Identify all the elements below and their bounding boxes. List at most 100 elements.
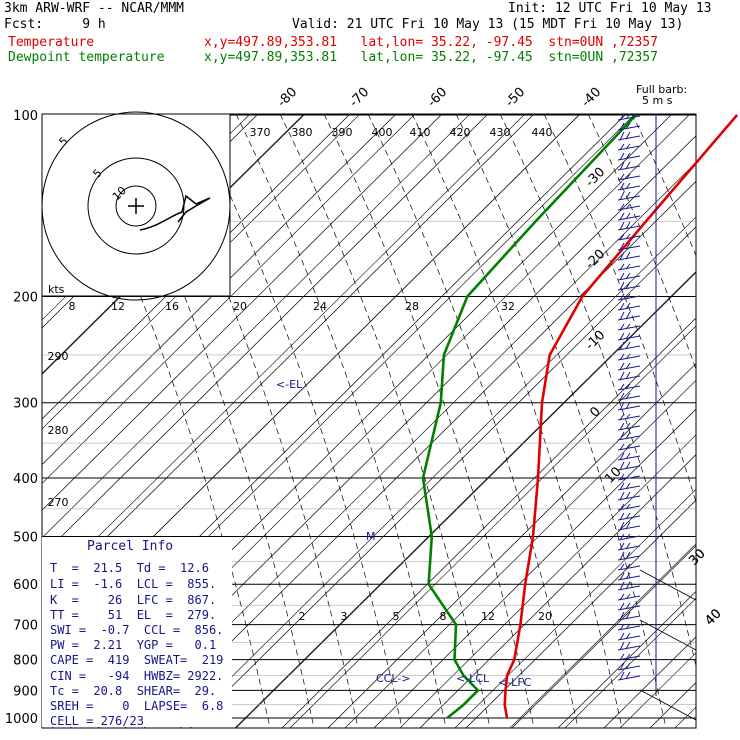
wind-barb-shaft bbox=[617, 185, 641, 191]
wind-barb-shaft bbox=[617, 645, 641, 651]
wind-barb-flag bbox=[625, 203, 631, 210]
wind-barb bbox=[617, 542, 641, 551]
wind-barb-flag bbox=[625, 371, 631, 380]
theta-label: 400 bbox=[372, 126, 393, 139]
isotherm-line bbox=[465, 499, 696, 728]
wind-barb-flag bbox=[619, 653, 625, 661]
isotherm-line bbox=[327, 363, 696, 728]
wind-barb-flag bbox=[619, 371, 625, 381]
wind-barb-shaft bbox=[617, 525, 641, 531]
wind-barb-shaft bbox=[617, 285, 641, 291]
wind-barb-flag bbox=[619, 152, 625, 161]
wind-barb-shaft bbox=[617, 575, 641, 581]
wind-barb-flag bbox=[619, 581, 625, 591]
wind-barb-flag bbox=[619, 362, 625, 371]
sounding-marker-label: <-LFC bbox=[498, 676, 532, 689]
wind-barb-shaft bbox=[617, 345, 641, 351]
isotherm-label: -10 bbox=[583, 328, 609, 354]
dry-adiabat-line bbox=[179, 216, 696, 728]
moist-adiabat-line bbox=[103, 114, 315, 728]
dry-adiabat-line bbox=[234, 271, 696, 728]
wind-barb-shaft bbox=[617, 265, 641, 271]
wind-barb-shaft bbox=[617, 295, 641, 301]
isotherm-label: -40 bbox=[579, 85, 605, 111]
theta-label: 290 bbox=[48, 350, 69, 363]
wind-barb-flag bbox=[619, 401, 625, 411]
wind-barb-flag bbox=[625, 551, 631, 560]
hodograph-speed-tick: 8 bbox=[69, 300, 76, 313]
wind-barb-shaft bbox=[617, 605, 641, 611]
wind-barb-flag bbox=[619, 143, 625, 151]
wind-barb-flag bbox=[619, 533, 625, 541]
wind-barb bbox=[617, 161, 641, 171]
wind-barb-flag bbox=[625, 302, 631, 310]
wind-barb-flag bbox=[625, 251, 631, 260]
wind-barb-flag bbox=[619, 623, 625, 631]
wind-barb-flag bbox=[619, 491, 625, 501]
wind-barb-flag bbox=[625, 311, 631, 320]
wind-barb-shaft bbox=[617, 585, 641, 591]
wind-barb-flag bbox=[619, 293, 625, 301]
hodograph-trace bbox=[139, 194, 211, 231]
moist-adiabat-line bbox=[587, 114, 696, 371]
dry-adiabat-line bbox=[0, 114, 30, 728]
wind-barb bbox=[617, 341, 641, 351]
wind-barb-flag bbox=[619, 191, 625, 201]
wind-barb bbox=[617, 251, 641, 261]
isotherm-line bbox=[695, 727, 696, 728]
dry-adiabat-line bbox=[730, 114, 740, 728]
wind-barb-flag bbox=[619, 551, 625, 561]
dry-adiabat-line bbox=[454, 488, 696, 728]
isotherm-label: 0 bbox=[587, 404, 603, 420]
wind-barb-flag bbox=[619, 323, 625, 331]
wind-barb-flag bbox=[625, 431, 631, 440]
hodograph-speed-tick: 24 bbox=[313, 300, 327, 313]
wind-barb bbox=[617, 482, 641, 491]
wind-barb-shaft bbox=[617, 665, 641, 671]
wind-barb-flag bbox=[625, 521, 631, 530]
wind-barb bbox=[617, 413, 641, 421]
wind-barb-shaft bbox=[617, 465, 641, 471]
header-line1-left: 3km ARW-WRF -- NCAR/MMM bbox=[4, 1, 185, 16]
wind-barb bbox=[617, 233, 641, 241]
wind-barb-flag bbox=[625, 143, 631, 150]
wind-barb-scale-units: 5 m s bbox=[642, 94, 673, 107]
wind-barb-shaft bbox=[617, 565, 641, 571]
wind-barb-shaft bbox=[617, 155, 641, 161]
wind-barb-shaft bbox=[617, 195, 641, 201]
wind-barb-flag bbox=[625, 161, 631, 170]
wind-profile-ruler bbox=[639, 569, 697, 721]
moist-adiabat-line bbox=[147, 114, 359, 728]
wind-barb-shaft bbox=[617, 535, 641, 541]
wind-barb-flag bbox=[625, 602, 631, 610]
wind-barb-flag bbox=[619, 281, 625, 291]
wind-barb-flag bbox=[625, 281, 631, 290]
parcel-row: CIN = -94 HWBZ= 2922. bbox=[50, 669, 224, 683]
sounding-marker-label: M bbox=[366, 530, 376, 543]
wind-barb bbox=[617, 152, 641, 161]
temperature-legend-info: x,y=497.89,353.81 lat,lon= 35.22, -97.45… bbox=[204, 35, 658, 50]
wind-barb-flag bbox=[625, 113, 631, 120]
wind-barb-shaft bbox=[617, 545, 641, 551]
wind-barb-shaft bbox=[617, 205, 641, 211]
wind-barb-flag bbox=[625, 662, 631, 670]
wind-barb-shaft bbox=[617, 615, 641, 621]
wind-barb-shaft bbox=[617, 145, 641, 151]
theta-label: 270 bbox=[48, 496, 69, 509]
wind-barb bbox=[617, 653, 641, 661]
moist-adiabat-line bbox=[411, 114, 623, 728]
wind-barb-flag bbox=[619, 512, 625, 521]
pressure-tick-label: 700 bbox=[13, 619, 38, 634]
wind-barb bbox=[617, 203, 641, 211]
wind-barb-flag bbox=[619, 332, 625, 341]
wind-barb-flag bbox=[625, 182, 631, 190]
wind-barb bbox=[617, 641, 641, 651]
parcel-row: TT = 51 EL = 279. bbox=[50, 608, 217, 622]
moist-adiabat-line bbox=[499, 114, 696, 668]
wind-barb-flag bbox=[619, 413, 625, 421]
wind-barb-flag bbox=[625, 653, 631, 660]
wind-barb bbox=[617, 443, 641, 451]
dewpoint-legend-label: Dewpoint temperature bbox=[8, 50, 165, 65]
wind-barb-flag bbox=[625, 542, 631, 550]
wind-barb-shaft bbox=[617, 245, 641, 251]
